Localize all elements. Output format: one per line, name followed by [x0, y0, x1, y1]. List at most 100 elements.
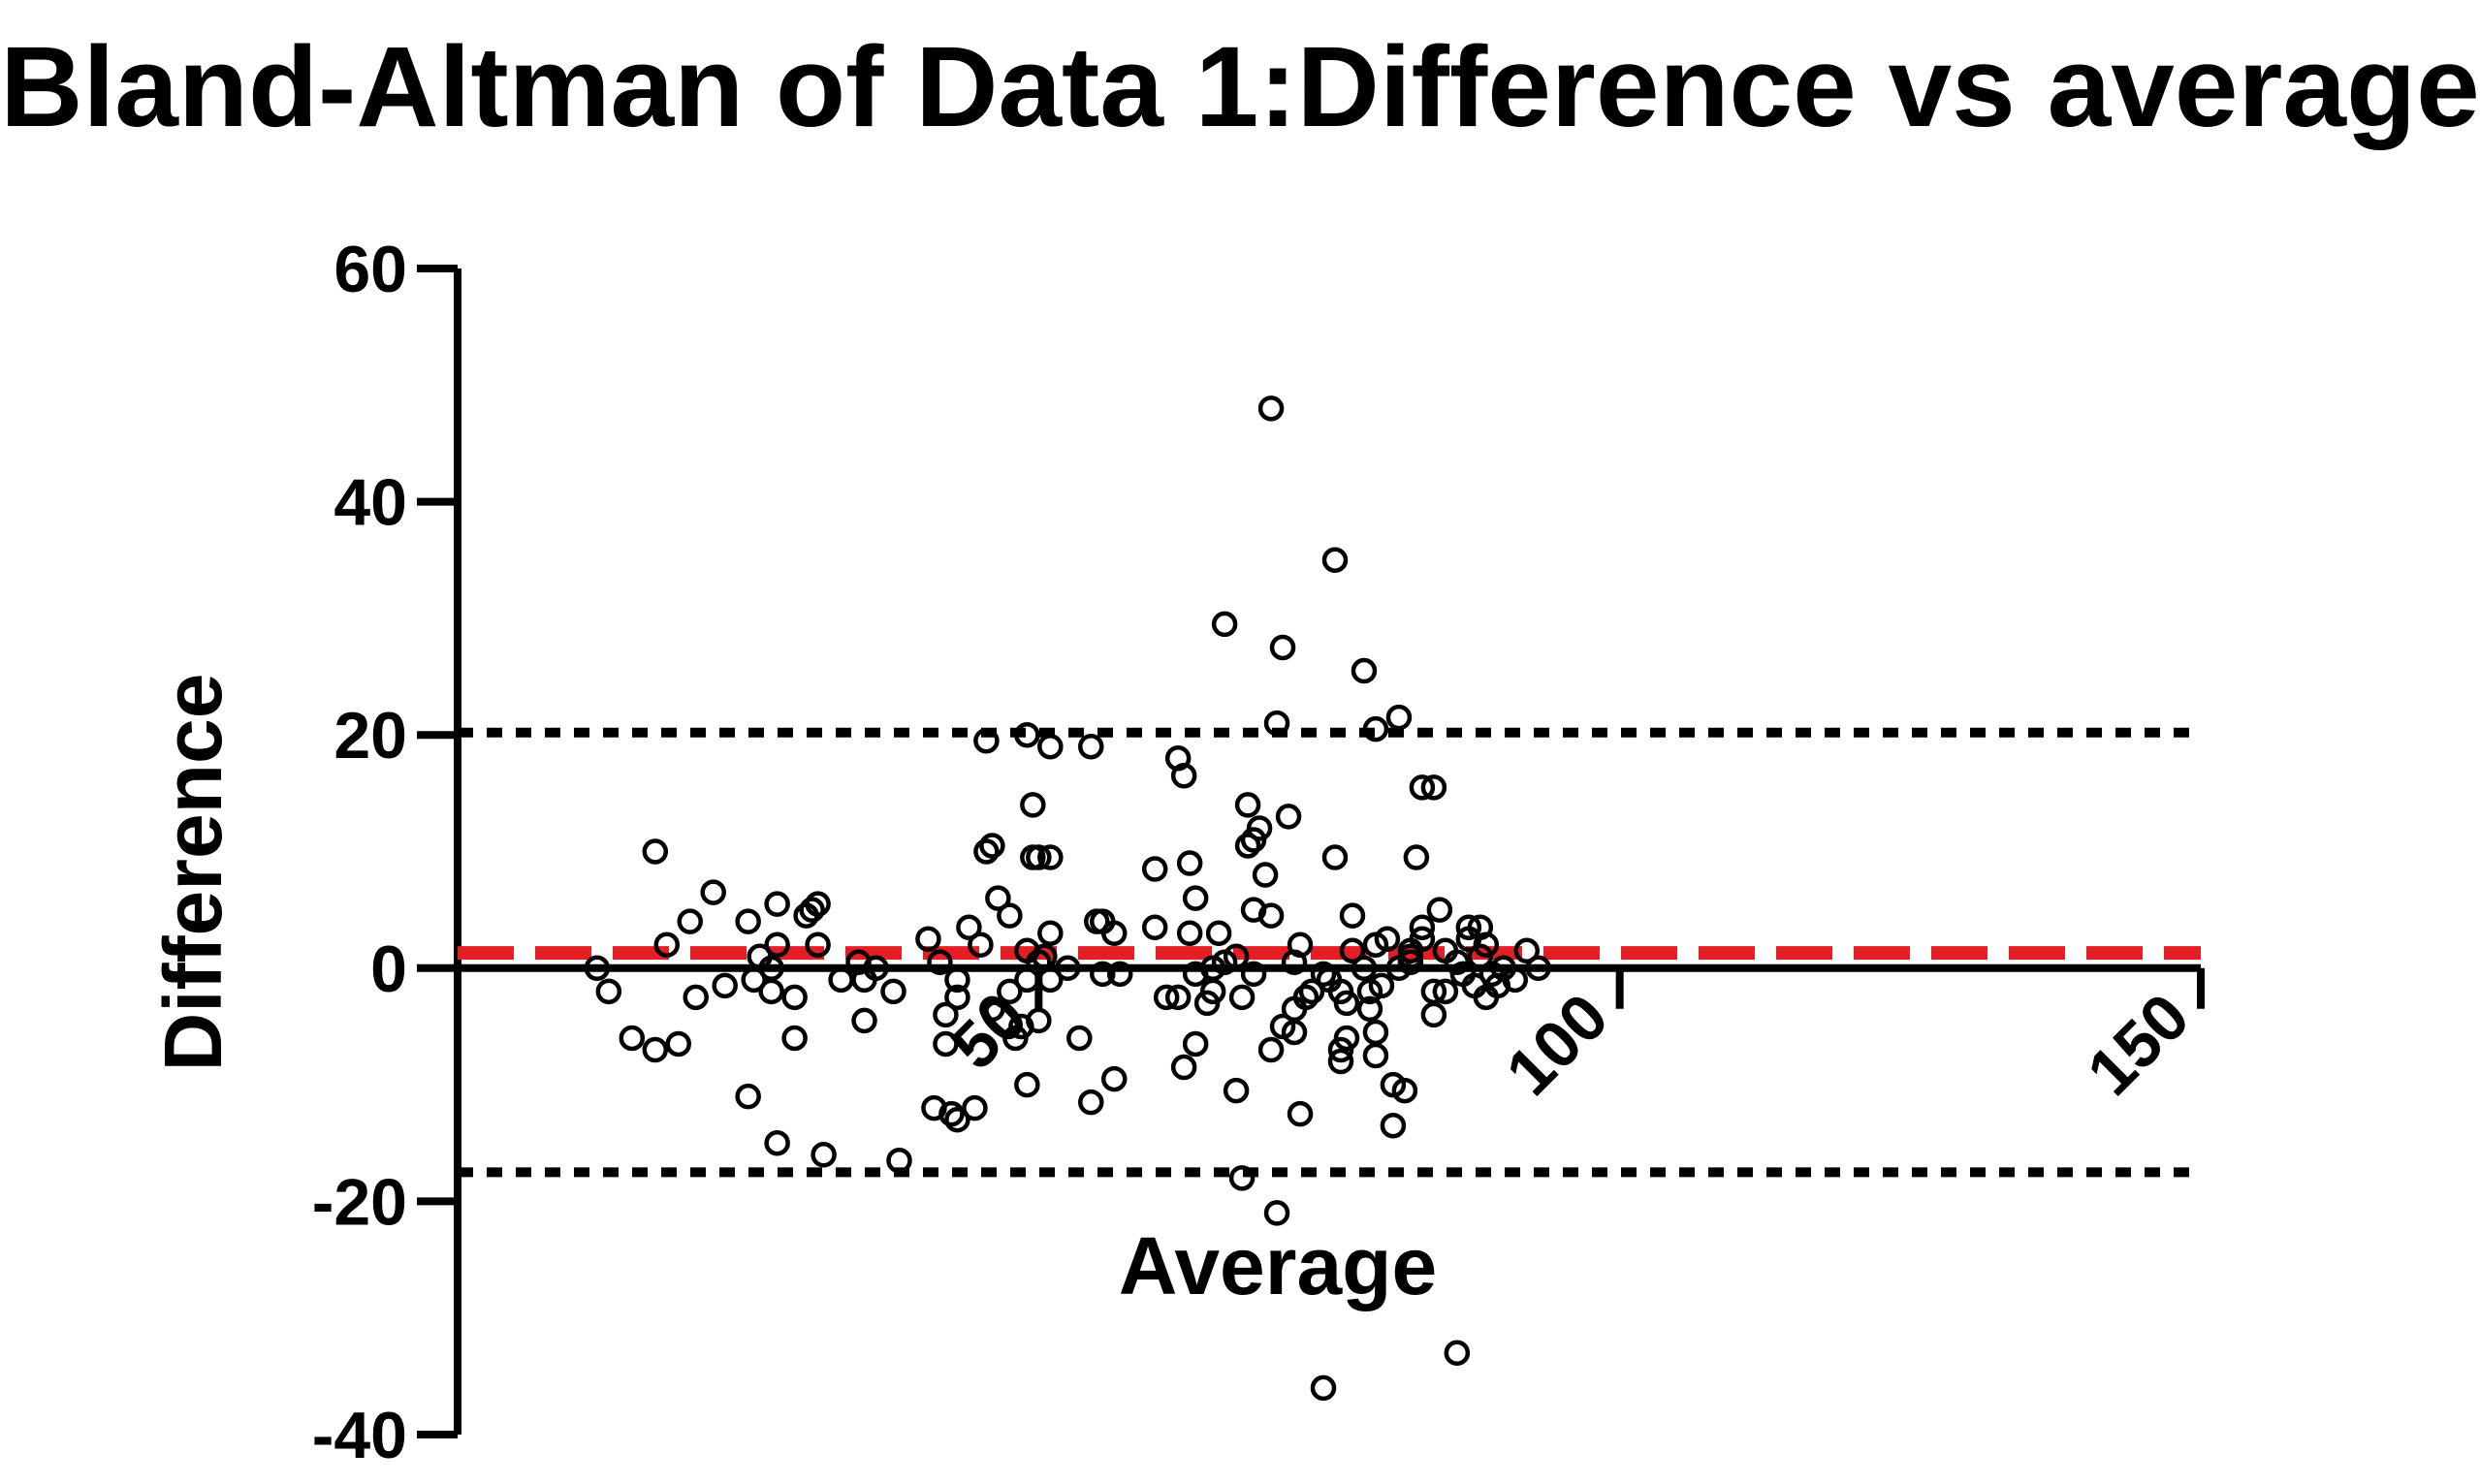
- data-point: [1426, 897, 1453, 923]
- data-point: [1374, 926, 1401, 952]
- data-point: [1153, 984, 1180, 1011]
- data-point: [764, 1130, 790, 1156]
- data-point: [1420, 1001, 1447, 1028]
- data-point: [1432, 978, 1459, 1005]
- data-point: [1234, 792, 1261, 818]
- data-point: [1333, 1025, 1360, 1052]
- data-point: [1339, 937, 1366, 964]
- data-point: [1444, 1340, 1471, 1367]
- data-point: [781, 984, 808, 1011]
- data-point: [1100, 1065, 1128, 1092]
- data-point: [1420, 774, 1447, 801]
- data-point: [700, 879, 726, 905]
- data-point: [1182, 885, 1209, 911]
- data-point: [1170, 763, 1197, 789]
- data-point: [1409, 774, 1436, 801]
- data-point: [828, 966, 854, 994]
- data-point: [741, 966, 767, 994]
- data-point: [1164, 984, 1192, 1011]
- data-point: [973, 727, 1000, 754]
- data-point: [712, 972, 738, 999]
- data-point: [1473, 931, 1500, 958]
- data-point: [642, 838, 669, 865]
- data-point: [1281, 1019, 1308, 1046]
- data-point: [1269, 634, 1296, 661]
- x-tick-label: 150: [2074, 980, 2204, 1110]
- data-point: [1100, 920, 1128, 946]
- data-point: [1287, 931, 1314, 958]
- data-point: [1228, 984, 1256, 1011]
- data-point: [1403, 844, 1430, 870]
- data-point: [619, 1025, 646, 1052]
- data-point: [1240, 961, 1267, 988]
- data-point: [781, 1025, 808, 1052]
- data-point: [1385, 704, 1413, 731]
- data-point: [1106, 961, 1133, 988]
- data-point: [665, 1030, 691, 1058]
- data-point: [956, 914, 982, 940]
- data-point: [1287, 1100, 1314, 1127]
- data-point: [1321, 547, 1349, 573]
- data-point: [1351, 955, 1378, 982]
- x-axis-label: Average: [1119, 1220, 1437, 1311]
- data-point: [1055, 955, 1081, 982]
- data-point: [1211, 611, 1238, 638]
- data-point: [1026, 949, 1052, 976]
- data-point: [1298, 978, 1325, 1005]
- data-point: [735, 1083, 761, 1110]
- data-point: [979, 833, 1005, 859]
- data-point: [1014, 1071, 1040, 1098]
- data-point: [1525, 955, 1552, 982]
- y-axis-label: Difference: [147, 674, 238, 1072]
- data-point: [1176, 850, 1203, 876]
- data-point: [1362, 1019, 1389, 1046]
- data-point: [805, 891, 831, 917]
- data-point: [1339, 902, 1366, 929]
- data-point: [1223, 1077, 1250, 1104]
- y-tick-label: 0: [370, 932, 407, 1006]
- data-point: [1362, 1042, 1389, 1069]
- data-point: [863, 955, 889, 982]
- data-point: [1513, 937, 1541, 964]
- data-point: [886, 1148, 912, 1174]
- data-point: [1037, 733, 1064, 760]
- data-point: [1257, 902, 1285, 929]
- data-point: [805, 931, 831, 958]
- data-point: [944, 966, 970, 994]
- data-point: [758, 978, 784, 1005]
- data-point: [1066, 1025, 1093, 1052]
- data-point: [1026, 1007, 1052, 1034]
- data-point: [915, 926, 941, 952]
- data-point: [1032, 943, 1058, 970]
- data-point: [985, 885, 1011, 911]
- data-point: [997, 978, 1023, 1005]
- data-point: [1037, 920, 1064, 946]
- data-point: [584, 955, 611, 982]
- data-point: [1037, 966, 1064, 994]
- data-point: [1176, 920, 1203, 946]
- data-point: [1263, 1200, 1290, 1226]
- data-point: [973, 838, 1000, 865]
- data-point: [764, 931, 790, 958]
- data-point: [1223, 943, 1250, 970]
- y-tick-label: 40: [334, 466, 407, 540]
- data-point: [1409, 926, 1436, 952]
- data-point: [653, 931, 681, 958]
- data-point: [1026, 844, 1052, 870]
- data-point: [1078, 1089, 1104, 1116]
- data-point: [933, 1030, 959, 1058]
- data-point: [1205, 920, 1232, 946]
- data-point: [938, 1100, 965, 1127]
- data-point: [1252, 862, 1279, 888]
- data-point: [1141, 856, 1168, 882]
- data-point: [962, 1094, 988, 1121]
- data-point: [1263, 710, 1290, 737]
- data-point: [968, 931, 994, 958]
- data-point: [683, 984, 709, 1011]
- data-point: [1351, 657, 1378, 684]
- data-point: [642, 1036, 669, 1063]
- data-point: [799, 897, 825, 923]
- data-point: [1397, 949, 1424, 976]
- x-tick-label: 100: [1492, 980, 1622, 1110]
